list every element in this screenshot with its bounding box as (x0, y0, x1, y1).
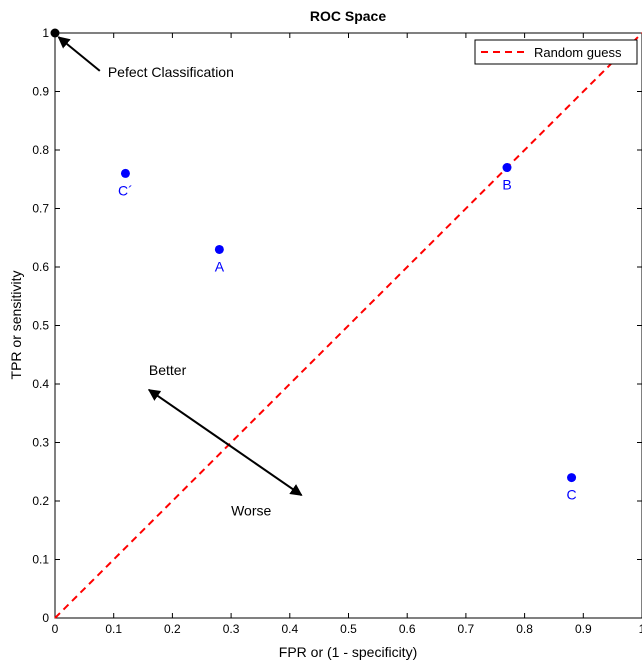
x-tick-label: 0.1 (105, 622, 122, 636)
data-point-label: A (215, 258, 225, 274)
x-tick-label: 0.2 (164, 622, 181, 636)
x-tick-label: 0.7 (458, 622, 475, 636)
series-line-0 (54, 32, 642, 619)
worse-arrow (224, 441, 303, 496)
y-tick-label: 0.1 (32, 553, 49, 567)
better-arrow (147, 389, 226, 444)
x-tick-label: 0 (52, 622, 59, 636)
chart-title: ROC Space (310, 8, 386, 24)
legend: Random guess (474, 39, 638, 65)
legend-entry: Random guess (534, 45, 622, 60)
x-tick-label: 0.9 (575, 622, 592, 636)
y-tick-label: 0.5 (32, 319, 49, 333)
series-layer (54, 32, 642, 619)
y-tick-label: 0.8 (32, 143, 49, 157)
y-tick-label: 1 (42, 26, 49, 40)
data-point (120, 168, 130, 178)
y-tick-label: 0.3 (32, 436, 49, 450)
x-tick-label: 0.6 (399, 622, 416, 636)
x-tick-label: 0.3 (223, 622, 240, 636)
axis-ticks: 0 0.1 0.2 0.3 0.4 0.5 0.6 0.7 0.8 0.9 1 0 0.1 0.2 0.3 0… (32, 26, 642, 636)
worse-annotation-label: Worse (231, 503, 271, 519)
y-axis-label: TPR or sensitivity (8, 271, 24, 380)
data-point (50, 28, 60, 38)
x-tick-label: 1 (639, 622, 642, 636)
data-point (214, 244, 224, 254)
annotation-layer: Pefect Classification Better Worse (57, 36, 303, 519)
x-tick-label: 0.8 (516, 622, 533, 636)
points-layer: A B C C´ (50, 28, 577, 503)
perfect-annotation-label: Pefect Classification (108, 64, 234, 80)
x-tick-label: 0.5 (340, 622, 357, 636)
legend-box (474, 39, 638, 65)
data-point (567, 473, 577, 483)
y-tick-label: 0 (42, 611, 49, 625)
data-point-label: B (502, 177, 511, 193)
y-tick-label: 0.7 (32, 202, 49, 216)
data-point-label: C (566, 487, 576, 503)
perfect-arrow (57, 36, 101, 72)
y-tick-label: 0.9 (32, 85, 49, 99)
y-tick-label: 0.2 (32, 494, 49, 508)
x-axis-label: FPR or (1 - specificity) (279, 644, 417, 660)
data-point (502, 163, 512, 173)
better-annotation-label: Better (149, 362, 187, 378)
y-tick-label: 0.6 (32, 260, 49, 274)
x-tick-label: 0.4 (281, 622, 298, 636)
data-point-label: C´ (118, 182, 133, 198)
y-tick-label: 0.4 (32, 377, 49, 391)
